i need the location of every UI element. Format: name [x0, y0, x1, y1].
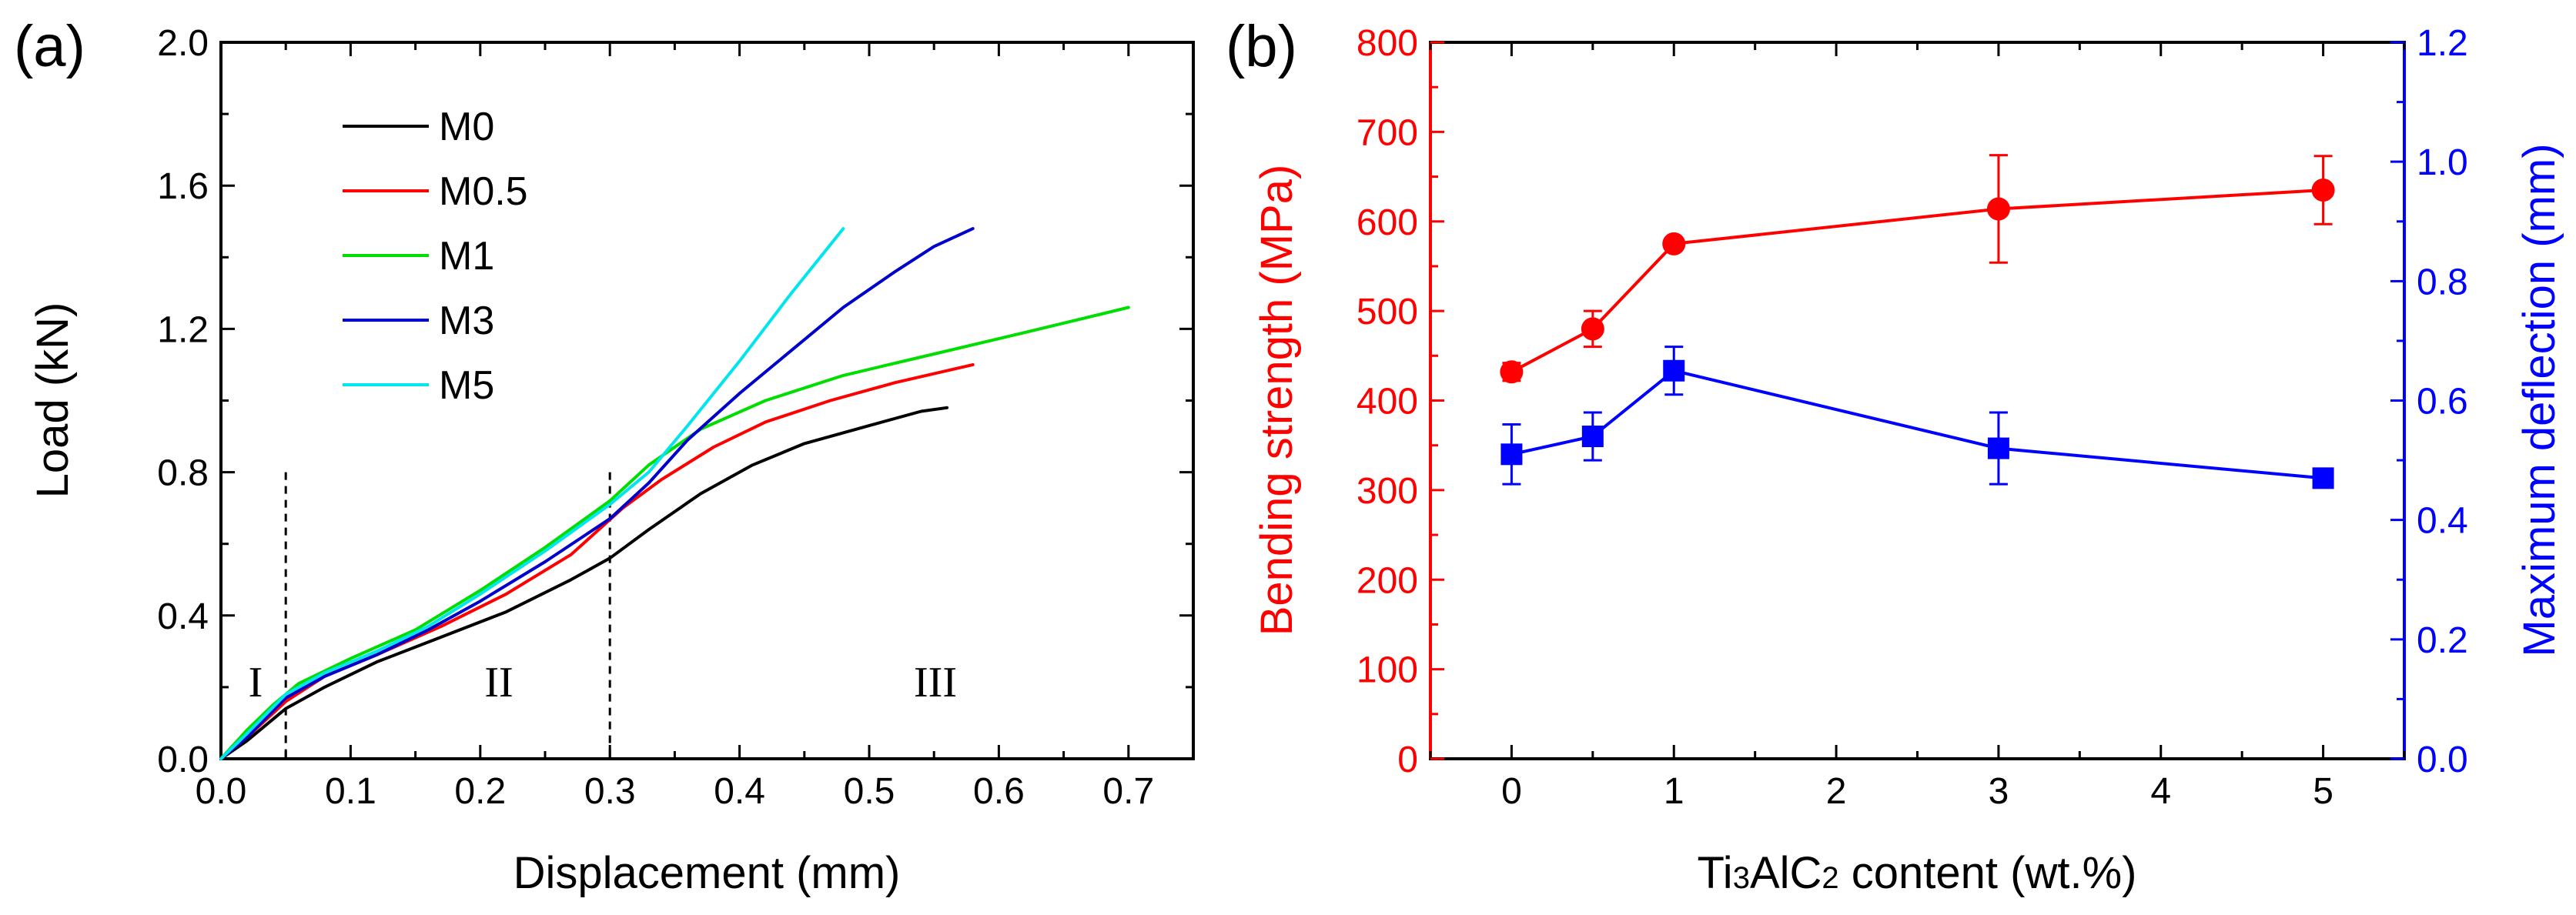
x-tick-labels-a: 0.0 0.1 0.2 0.3 0.4 0.5 0.6 0.7 — [196, 771, 1155, 812]
series-line-m0-5 — [219, 362, 975, 760]
deflection-point — [1663, 359, 1685, 382]
panel-b-label: (b) — [1226, 14, 1297, 79]
y-left-tick-label: 400 — [1357, 382, 1418, 422]
y-tick-label: 1.6 — [157, 166, 209, 207]
y-left-axis-label-b: Bending strength (MPa) — [1252, 165, 1302, 636]
series-line-strength — [1510, 189, 2323, 374]
panel-b: (b) 0 1 2 3 4 5 0 100 200 300 400 500 600 700 800 0.0… — [1226, 14, 2564, 898]
y-right-tick-label: 1.0 — [2417, 142, 2468, 183]
y-left-tick-label: 800 — [1357, 23, 1418, 64]
x-axis-label-a: Displacement (mm) — [514, 848, 901, 898]
y-tick-label: 0.8 — [157, 453, 209, 494]
x-tick-label: 2 — [1826, 771, 1847, 812]
strength-point — [1500, 360, 1524, 384]
y-left-tick-label: 100 — [1357, 650, 1418, 691]
legend-label: M1 — [439, 234, 494, 279]
x-tick-label: 1 — [1664, 771, 1684, 812]
y-right-tick-label: 0.0 — [2417, 740, 2468, 780]
x-tick-label: 3 — [1989, 771, 2009, 812]
y-tick-label: 0.4 — [157, 596, 209, 637]
series-line-m3 — [219, 227, 975, 760]
y-tick-label: 1.2 — [157, 309, 209, 350]
y-right-tick-label: 0.8 — [2417, 262, 2468, 302]
deflection-point — [2312, 467, 2334, 489]
y-right-tick-label: 0.6 — [2417, 382, 2468, 422]
y-tick-labels-a: 0.0 0.4 0.8 1.2 1.6 2.0 — [157, 23, 209, 780]
y-tick-label: 2.0 — [157, 23, 209, 64]
x-tick-label: 0 — [1501, 771, 1522, 812]
x-tick-labels-b: 0 1 2 3 4 5 — [1501, 771, 2333, 812]
y-tick-label: 0.0 — [157, 740, 209, 780]
y-left-tick-label: 700 — [1357, 112, 1418, 153]
y-left-tick-label: 300 — [1357, 471, 1418, 512]
series-b — [1500, 154, 2335, 489]
x-tick-label: 0.2 — [454, 771, 506, 812]
x-tick-label: 0.0 — [196, 771, 247, 812]
deflection-point — [1500, 443, 1523, 466]
y-left-tick-label: 500 — [1357, 292, 1418, 332]
legend-label: M0 — [439, 105, 494, 149]
series-line-deflection — [1510, 369, 2323, 480]
x-tick-label: 0.6 — [973, 771, 1025, 812]
legend-label: M0.5 — [439, 169, 528, 214]
legend-label: M3 — [439, 299, 494, 343]
y-left-tick-label: 600 — [1357, 202, 1418, 243]
x-tick-label: 0.1 — [325, 771, 376, 812]
deflection-point — [1581, 426, 1604, 448]
panel-a-label: (a) — [14, 14, 85, 79]
legend-a: M0 M0.5 M1 M3 M5 — [343, 105, 528, 408]
x-tick-label: 0.7 — [1102, 771, 1154, 812]
region-label-1: I — [249, 659, 263, 706]
strength-point — [2311, 179, 2335, 202]
x-tick-label: 4 — [2150, 771, 2171, 812]
x-tick-label: 0.3 — [584, 771, 636, 812]
deflection-point — [1987, 437, 2009, 459]
region-label-3: III — [914, 659, 957, 706]
strength-point — [1662, 232, 1686, 255]
plot-frame-b — [1429, 41, 2406, 760]
strength-point — [1986, 197, 2010, 221]
y-axis-label-a: Load (kN) — [28, 302, 78, 499]
x-tick-label: 0.5 — [844, 771, 895, 812]
y-left-tick-label: 200 — [1357, 560, 1418, 601]
y-right-tick-label: 0.2 — [2417, 620, 2468, 661]
x-tick-label: 0.4 — [714, 771, 765, 812]
y-right-tick-label: 1.2 — [2417, 23, 2468, 64]
axis-ticks-b — [1429, 41, 2406, 760]
x-tick-label: 5 — [2313, 771, 2333, 812]
y-right-axis-label-b: Maximum deflection (mm) — [2514, 143, 2564, 656]
region-label-2: II — [484, 659, 513, 706]
series-line-m0 — [219, 406, 948, 760]
strength-point — [1581, 317, 1604, 341]
series-line-m1 — [219, 306, 1130, 760]
legend-label: M5 — [439, 363, 494, 408]
y-right-tick-labels-b: 0.0 0.2 0.4 0.6 0.8 1.0 1.2 — [2417, 23, 2468, 780]
series-lines-a — [219, 227, 1130, 760]
y-right-tick-label: 0.4 — [2417, 501, 2468, 542]
series-line-m5 — [219, 227, 845, 760]
x-axis-label-b: Ti3AlC2 content (wt.%) — [1698, 848, 2137, 898]
y-left-tick-label: 0 — [1397, 740, 1418, 780]
y-left-tick-labels-b: 0 100 200 300 400 500 600 700 800 — [1357, 23, 1418, 780]
panel-a: (a) 0.0 0.1 0.2 0.3 0.4 0.5 0.6 0.7 0.0 0.4 0.8 1.… — [14, 14, 1195, 898]
